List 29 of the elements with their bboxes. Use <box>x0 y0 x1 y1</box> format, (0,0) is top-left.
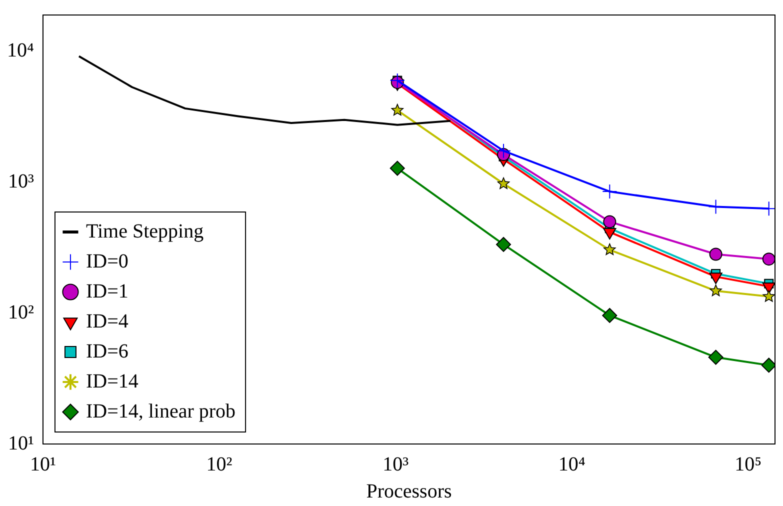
legend-label: ID=1 <box>86 280 128 302</box>
y-tick-label: 10⁴ <box>6 40 34 62</box>
legend-label: Time Stepping <box>86 220 204 242</box>
x-tick-label: 10⁵ <box>734 453 762 476</box>
point <box>496 236 512 252</box>
point <box>602 308 618 323</box>
x-tick-label: 10⁴ <box>558 453 586 476</box>
legend-label: ID=14 <box>86 370 138 392</box>
point <box>708 350 724 365</box>
point <box>709 248 722 261</box>
y-tick-label: 10³ <box>8 170 34 193</box>
point <box>602 184 618 200</box>
x-tick-label: 10³ <box>382 453 409 476</box>
x-tick-label: 10² <box>206 453 232 476</box>
legend-label: ID=14, linear prob <box>86 400 236 422</box>
point <box>603 215 616 228</box>
y-tick-label: 10² <box>8 301 34 324</box>
point <box>497 177 510 190</box>
y-tick-label: 10¹ <box>8 432 34 454</box>
legend-label: ID=6 <box>86 340 128 362</box>
x-axis-title: Processors <box>366 480 452 502</box>
legend-label: ID=0 <box>86 250 128 272</box>
legend-label: ID=4 <box>86 310 128 332</box>
point <box>391 104 404 116</box>
point <box>390 160 405 176</box>
point <box>604 243 616 256</box>
point <box>710 284 722 296</box>
point <box>496 143 512 158</box>
x-tick-label: 10¹ <box>30 453 56 476</box>
